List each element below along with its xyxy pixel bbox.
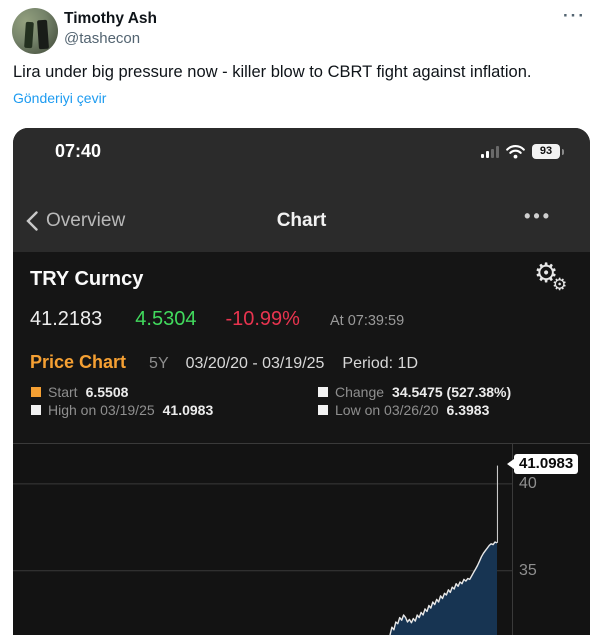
change-swatch	[318, 387, 328, 397]
quote-row: 41.2183 4.5304 -10.99% At 07:39:59	[30, 308, 404, 331]
chart-canvas	[13, 443, 590, 635]
price-chart-label: Price Chart	[30, 352, 127, 372]
date-range: 03/20/20 - 03/19/25	[185, 355, 325, 372]
pct-change: -10.99%	[225, 308, 300, 330]
y-axis-tick: 35	[519, 561, 537, 579]
chevron-left-icon	[26, 211, 38, 231]
high-swatch	[31, 405, 41, 415]
status-icons: 93	[481, 144, 564, 159]
nav-more-icon[interactable]: •••	[524, 206, 552, 226]
start-swatch	[31, 387, 41, 397]
period-label: Period: 1D	[342, 355, 418, 372]
tweet-more-icon[interactable]: ···	[563, 6, 586, 25]
legend-high: High on 03/19/25 41.0983	[31, 401, 318, 419]
chart-legend: Start 6.5508 Change 34.5475 (527.38%) Hi…	[31, 383, 576, 419]
cell-signal-icon	[481, 145, 499, 158]
last-price-tag: 41.0983	[506, 453, 579, 474]
range-row: Price Chart 5Y 03/20/20 - 03/19/25 Perio…	[30, 352, 418, 373]
last-price: 41.2183	[30, 308, 103, 330]
net-change: 4.5304	[135, 308, 197, 330]
author-handle[interactable]: @tashecon	[64, 30, 141, 47]
security-name: TRY Curncy	[30, 268, 144, 290]
as-of-time: At 07:39:59	[329, 313, 405, 329]
tweet-media-screenshot[interactable]: 07:40 93 Overview Chart ••• TRY Curncy ⚙…	[13, 128, 590, 635]
back-button[interactable]: Overview	[26, 210, 125, 232]
tweet-text: Lira under big pressure now - killer blo…	[13, 63, 532, 81]
wifi-icon	[506, 144, 525, 158]
low-swatch	[318, 405, 328, 415]
author-name[interactable]: Timothy Ash	[64, 10, 158, 27]
timespan-label[interactable]: 5Y	[149, 355, 169, 372]
page-title: Chart	[276, 210, 327, 231]
y-axis-tick: 40	[519, 474, 537, 492]
translate-post-link[interactable]: Gönderiyi çevir	[13, 90, 107, 106]
legend-low: Low on 03/26/20 6.3983	[318, 401, 576, 419]
legend-start: Start 6.5508	[31, 383, 318, 401]
price-chart: 41.0983 40 35	[13, 443, 590, 635]
legend-change: Change 34.5475 (527.38%)	[318, 383, 576, 401]
status-time: 07:40	[55, 141, 102, 161]
back-label: Overview	[46, 210, 126, 231]
avatar[interactable]	[12, 8, 58, 54]
battery-icon: 93	[532, 144, 564, 159]
settings-gears-icon[interactable]: ⚙ ⚙	[534, 258, 568, 294]
